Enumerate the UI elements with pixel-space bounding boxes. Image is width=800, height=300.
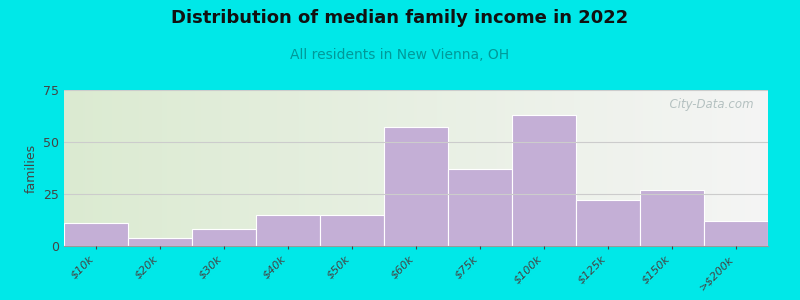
Bar <box>64 223 128 246</box>
Text: All residents in New Vienna, OH: All residents in New Vienna, OH <box>290 48 510 62</box>
Bar <box>128 238 192 246</box>
Bar <box>192 230 256 246</box>
Bar <box>640 190 704 246</box>
Bar <box>256 215 320 246</box>
Bar <box>576 200 640 246</box>
Y-axis label: families: families <box>25 143 38 193</box>
Bar <box>448 169 512 246</box>
Bar <box>512 115 576 246</box>
Bar <box>704 221 768 246</box>
Text: Distribution of median family income in 2022: Distribution of median family income in … <box>171 9 629 27</box>
Bar <box>320 215 384 246</box>
Text: City-Data.com: City-Data.com <box>662 98 754 111</box>
Bar <box>384 128 448 246</box>
